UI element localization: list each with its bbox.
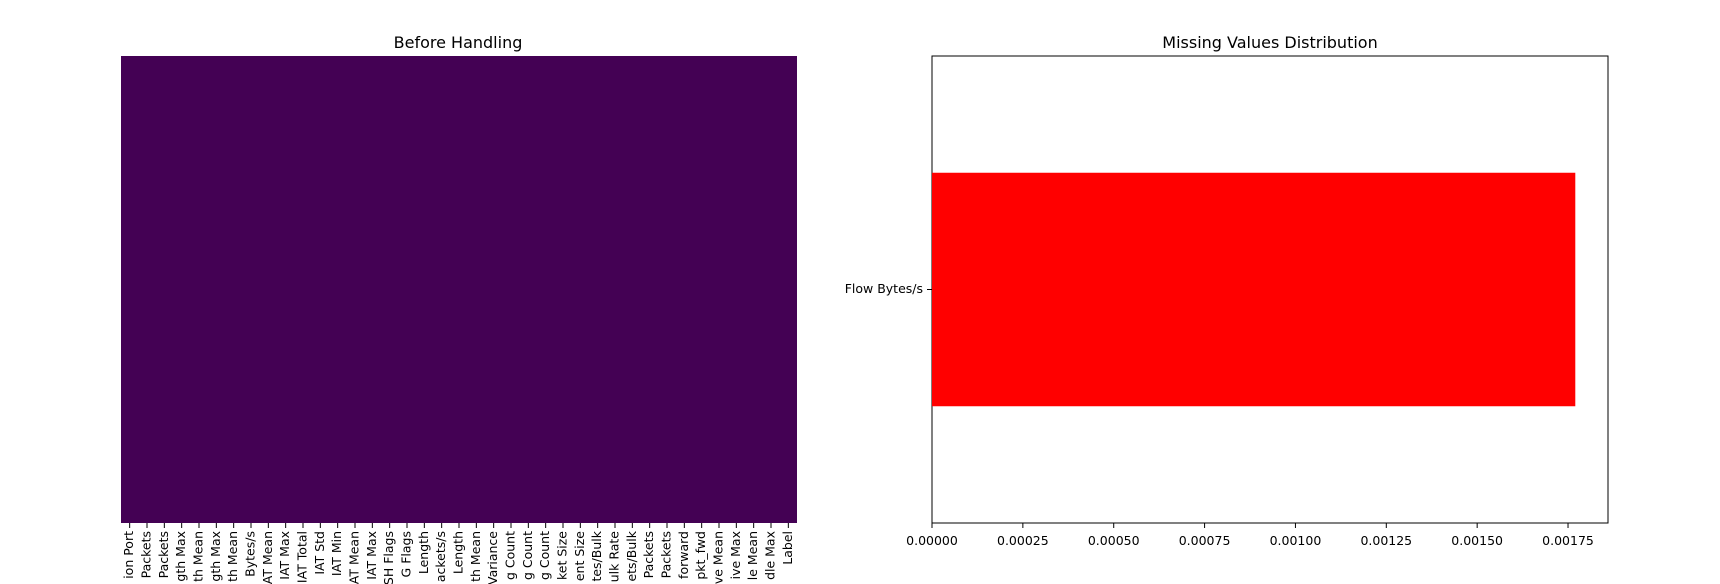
heatmap-x-tick-label: IAT Total — [295, 531, 310, 583]
bar-x-tick-label: 0.00150 — [1451, 533, 1503, 548]
bar-flow-bytes — [932, 172, 1576, 407]
heatmap-x-tick-label: Variance — [485, 531, 500, 584]
bar-x-tick-label: 0.00050 — [1088, 533, 1140, 548]
heatmap-x-tick-label: tes/Bulk — [589, 530, 604, 581]
heatmap-x-tick-label: ve Mean — [711, 531, 726, 584]
heatmap-x-tick-label: ulk Rate — [607, 531, 622, 583]
heatmap-x-tick-label: Packets — [156, 531, 171, 578]
heatmap-x-tick-label: Label — [780, 531, 795, 565]
heatmap-x-tick-label: ackets/s — [433, 531, 448, 582]
heatmap-x-tick-label: ive Max — [728, 531, 743, 579]
heatmap-x-tick-label: th Mean — [191, 531, 206, 582]
heatmap-x-tick-label: IAT Max — [364, 531, 379, 580]
heatmap-x-tick-label: SH Flags — [381, 531, 396, 584]
bar-panel: Missing Values Distribution Flow Bytes/s… — [845, 33, 1609, 548]
bar-chart-title: Missing Values Distribution — [1162, 33, 1377, 52]
heatmap-x-tick-label: gth Max — [208, 531, 223, 582]
heatmap-x-tick-label: Packets — [659, 531, 674, 578]
heatmap-x-tick-label: dle Max — [763, 531, 778, 580]
bar-y-tick-label: Flow Bytes/s — [845, 281, 923, 296]
heatmap-x-ticks: ion Port Packets Packets gth Max th Mean gth … — [121, 523, 795, 584]
heatmap-x-tick-label: Length — [451, 531, 466, 574]
heatmap-x-tick-label: IAT Min — [329, 531, 344, 576]
heatmap-x-tick-label: pkt_fwd — [693, 531, 708, 580]
heatmap-x-tick-label: IAT Mean — [260, 531, 275, 584]
heatmap-x-tick-label: g Count — [537, 531, 552, 580]
bar-x-tick-label: 0.00025 — [997, 533, 1049, 548]
heatmap-x-tick-label: Bytes/s — [243, 531, 258, 577]
heatmap-x-tick-label: IAT Std — [312, 531, 327, 575]
heatmap-x-tick-label: ket Size — [555, 531, 570, 580]
heatmap-x-tick-label: Packets — [641, 531, 656, 578]
heatmap-x-tick-label: gth Max — [173, 531, 188, 582]
bar-x-ticks: 0.00000 0.00025 0.00050 0.00075 0.00100 0.001… — [906, 523, 1594, 548]
heatmap-x-tick-label: IAT Mean — [347, 531, 362, 584]
bar-x-tick-label: 0.00175 — [1542, 533, 1594, 548]
heatmap-panel: Before Handling ion Port Packets Packets gt… — [121, 33, 797, 584]
heatmap-cells — [121, 56, 797, 523]
heatmap-x-tick-label: IAT Max — [277, 531, 292, 580]
heatmap-x-tick-label: Length — [416, 531, 431, 574]
heatmap-x-tick-label: ion Port — [121, 531, 136, 579]
bar-y-ticks: Flow Bytes/s — [845, 281, 932, 296]
heatmap-x-tick-label: th Mean — [468, 531, 483, 582]
heatmap-x-tick-label: ets/Bulk — [624, 530, 639, 581]
bar-x-tick-label: 0.00075 — [1179, 533, 1231, 548]
bar-x-tick-label: 0.00100 — [1270, 533, 1322, 548]
heatmap-x-tick-label: forward — [676, 531, 691, 579]
heatmap-title: Before Handling — [394, 33, 523, 52]
heatmap-x-tick-label: ent Size — [572, 531, 587, 581]
heatmap-x-tick-label: g Count — [503, 531, 518, 580]
heatmap-x-tick-label: g Count — [520, 531, 535, 580]
heatmap-x-tick-label: Packets — [139, 531, 154, 578]
heatmap-x-tick-label: le Mean — [745, 531, 760, 580]
heatmap-x-tick-label: G Flags — [399, 531, 414, 577]
bar-x-tick-label: 0.00125 — [1360, 533, 1412, 548]
heatmap-x-tick-label: th Mean — [225, 531, 240, 582]
bar-x-tick-label: 0.00000 — [906, 533, 958, 548]
